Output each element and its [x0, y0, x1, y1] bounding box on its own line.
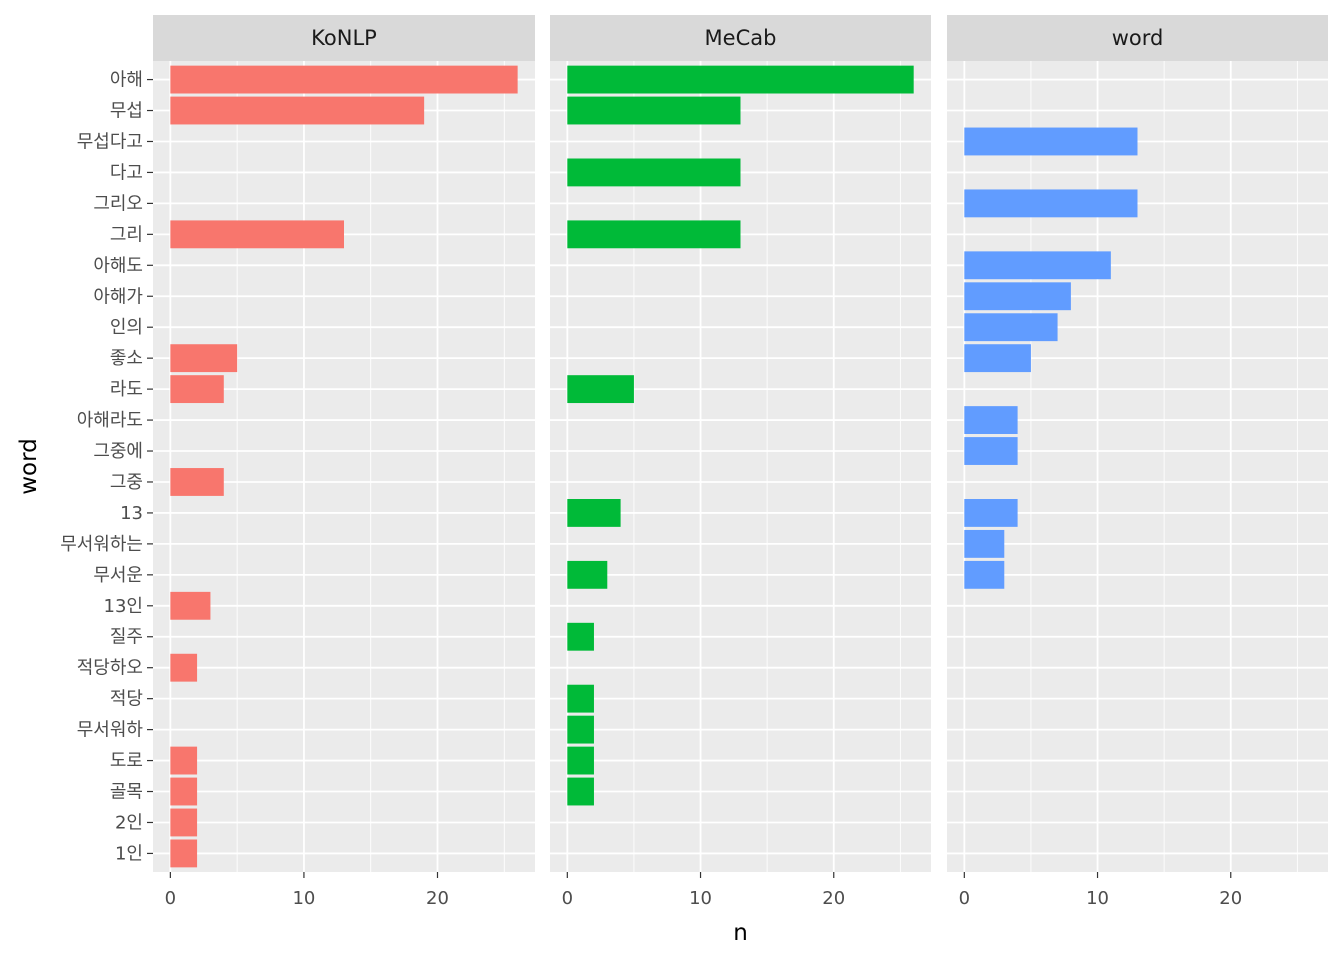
x-tick-label: 10 — [1086, 888, 1109, 909]
y-axis-title: word — [16, 438, 42, 495]
y-tick-label: 무서워하 — [77, 720, 144, 741]
panel-background — [550, 61, 931, 872]
bar-konlp-2인 — [170, 808, 198, 837]
y-tick-label: 도로 — [110, 751, 143, 772]
y-tick-label: 아해가 — [93, 286, 143, 307]
y-tick-label: 아해도 — [93, 255, 143, 276]
bar-word-무섭다고 — [964, 127, 1138, 156]
bar-konlp-도로 — [170, 746, 198, 775]
bar-mecab-무섭 — [567, 96, 741, 125]
y-tick-label: 무서워하는 — [60, 534, 143, 555]
y-tick-label: 적당하오 — [77, 658, 143, 679]
bar-word-그리오 — [964, 189, 1138, 218]
bar-word-아해가 — [964, 282, 1071, 311]
y-tick-label: 무섭 — [110, 101, 143, 122]
bar-word-인의 — [964, 313, 1058, 342]
bar-mecab-그리 — [567, 220, 741, 249]
bar-konlp-무섭 — [170, 96, 425, 125]
panel-mecab: MeCab 0 10 20 — [550, 15, 931, 909]
y-tick-label: 적당 — [110, 689, 143, 710]
bar-konlp-13인 — [170, 591, 211, 620]
facet-strip-label: MeCab — [705, 26, 777, 50]
panel-background — [947, 61, 1328, 872]
bar-mecab-도로 — [567, 746, 594, 775]
bar-word-무서워하는 — [964, 529, 1005, 558]
bar-word-아해도 — [964, 251, 1111, 280]
bar-word-13 — [964, 499, 1018, 527]
y-tick-label: 그중 — [110, 472, 143, 493]
bar-mecab-질주 — [567, 622, 594, 651]
bar-mecab-라도 — [567, 375, 634, 404]
bar-mecab-적당 — [567, 684, 594, 713]
y-tick-label: 라도 — [110, 379, 143, 400]
facet-strip — [153, 15, 535, 61]
bar-mecab-다고 — [567, 158, 741, 187]
y-tick-label: 그중에 — [93, 441, 143, 462]
y-tick-label: 무섭다고 — [77, 131, 143, 152]
bar-konlp-그중 — [170, 468, 224, 496]
bar-mecab-13 — [567, 499, 621, 527]
bar-mecab-골목 — [567, 777, 594, 806]
x-axis-title: n — [733, 920, 748, 946]
panel-background — [153, 61, 535, 872]
y-tick-label: 질주 — [110, 627, 143, 648]
facet-strip-label: KoNLP — [311, 26, 377, 50]
panel-konlp: KoNLP 0 10 20 — [153, 15, 535, 909]
bar-konlp-적당하오 — [170, 653, 198, 682]
y-tick-label: 13 — [120, 503, 143, 524]
y-tick-label: 무서운 — [93, 565, 143, 586]
y-tick-label: 그리 — [110, 224, 143, 245]
bar-mecab-아해 — [567, 65, 914, 94]
y-tick-label: 그리오 — [93, 193, 143, 214]
y-tick-label: 1인 — [115, 843, 143, 864]
bar-word-아해라도 — [964, 406, 1018, 434]
x-tick-label: 20 — [1219, 888, 1242, 909]
y-tick-label: 13인 — [104, 596, 143, 617]
y-tick-label: 아해라도 — [77, 410, 143, 431]
y-tick-label: 골목 — [110, 782, 143, 803]
bar-mecab-무서워하 — [567, 715, 594, 744]
chart-panels: KoNLP 0 10 20 MeCab 0 10 20 word 0 10 20 — [153, 15, 1328, 909]
bar-konlp-그리 — [170, 220, 344, 249]
x-tick-label: 10 — [689, 888, 712, 909]
panel-word: word 0 10 20 — [947, 15, 1328, 909]
x-tick-label: 0 — [562, 888, 573, 909]
x-tick-label: 20 — [426, 888, 449, 909]
bar-word-무서운 — [964, 560, 1005, 589]
x-tick-label: 10 — [292, 888, 315, 909]
bar-mecab-무서운 — [567, 560, 608, 589]
y-tick-label: 2인 — [115, 812, 143, 833]
x-tick-label: 0 — [165, 888, 176, 909]
bar-konlp-좋소 — [170, 344, 238, 373]
bar-word-그중에 — [964, 437, 1018, 465]
y-tick-label: 아해 — [110, 70, 143, 91]
facet-strip — [550, 15, 931, 61]
y-tick-label: 인의 — [110, 317, 143, 338]
bar-konlp-골목 — [170, 777, 198, 806]
bar-konlp-1인 — [170, 839, 198, 868]
bar-konlp-아해 — [170, 65, 518, 94]
facet-strip — [947, 15, 1328, 61]
y-tick-label: 다고 — [110, 162, 143, 183]
bar-konlp-라도 — [170, 375, 224, 404]
facet-strip-label: word — [1112, 26, 1164, 50]
y-tick-label: 좋소 — [110, 348, 143, 369]
x-tick-label: 0 — [959, 888, 970, 909]
bar-word-좋소 — [964, 344, 1031, 373]
x-tick-label: 20 — [822, 888, 845, 909]
